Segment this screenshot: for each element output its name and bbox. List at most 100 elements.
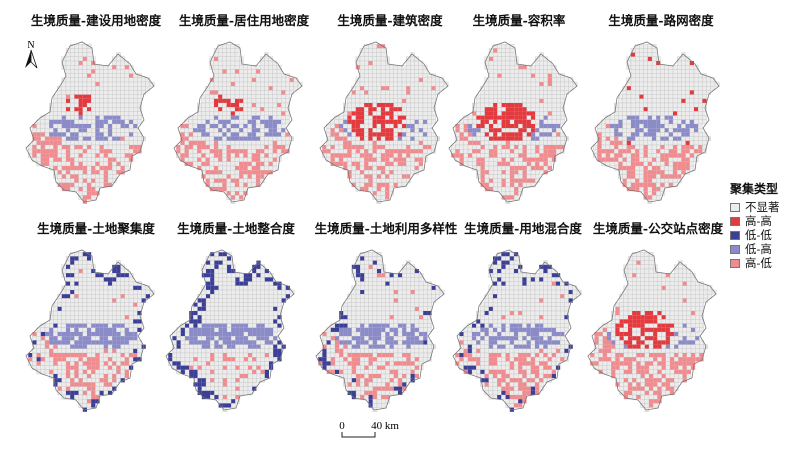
grid-cell xyxy=(706,81,711,87)
grid-cell xyxy=(230,48,236,53)
grid-cell xyxy=(45,340,50,345)
grid-cell xyxy=(70,52,75,57)
grid-cell xyxy=(176,149,181,154)
grid-cell xyxy=(239,90,244,95)
grid-cell xyxy=(235,166,240,171)
grid-cell xyxy=(614,128,619,133)
grid-cell xyxy=(82,357,88,362)
grid-cell xyxy=(493,165,498,171)
grid-cell xyxy=(137,289,142,295)
grid-cell xyxy=(368,128,373,133)
grid-cell xyxy=(235,382,240,387)
grid-cell xyxy=(622,153,627,158)
grid-cell xyxy=(133,94,138,99)
grid-cell xyxy=(70,357,75,362)
grid-cell xyxy=(91,319,96,324)
grid-cell xyxy=(685,157,690,162)
grid-cell xyxy=(260,98,265,104)
grid-cell xyxy=(522,94,527,99)
grid-cell xyxy=(260,132,265,137)
grid-cell xyxy=(347,107,352,112)
grid-cell xyxy=(133,298,138,303)
grid-cell xyxy=(78,98,83,103)
grid-cell xyxy=(78,153,83,158)
grid-cell xyxy=(231,269,236,274)
grid-cell xyxy=(74,178,79,183)
grid-cell xyxy=(124,294,130,299)
grid-cell xyxy=(61,178,67,183)
grid-cell xyxy=(82,256,88,261)
grid-cell xyxy=(91,395,96,400)
grid-cell xyxy=(656,153,661,158)
grid-cell xyxy=(239,94,244,99)
grid-cell xyxy=(82,403,88,408)
grid-cell xyxy=(389,132,394,137)
grid-cell xyxy=(493,48,498,53)
grid-cell xyxy=(91,119,96,125)
grid-cell xyxy=(252,327,257,332)
grid-cell xyxy=(264,136,269,141)
grid-cell xyxy=(57,302,62,307)
grid-cell xyxy=(210,256,215,261)
grid-cell xyxy=(488,102,494,108)
grid-cell xyxy=(231,285,236,291)
grid-cell xyxy=(660,73,665,78)
grid-cell xyxy=(205,264,211,270)
grid-cell xyxy=(630,102,636,108)
grid-cell xyxy=(431,285,436,290)
grid-cell xyxy=(124,144,130,150)
grid-cell xyxy=(201,395,206,400)
grid-cell xyxy=(518,123,523,129)
grid-cell xyxy=(252,269,257,274)
grid-cell xyxy=(226,69,231,74)
grid-cell xyxy=(647,94,653,99)
grid-cell xyxy=(86,369,92,375)
grid-cell xyxy=(368,285,373,291)
grid-cell xyxy=(66,386,71,391)
grid-cell xyxy=(372,294,378,299)
grid-cell xyxy=(209,153,215,158)
grid-cell xyxy=(422,115,428,120)
grid-cell xyxy=(112,144,117,150)
grid-cell xyxy=(514,103,519,108)
grid-cell xyxy=(368,289,373,295)
grid-cell xyxy=(410,56,415,62)
grid-cell xyxy=(664,115,669,120)
grid-cell xyxy=(141,81,146,87)
grid-cell xyxy=(185,365,190,370)
grid-cell xyxy=(376,103,381,108)
grid-cell xyxy=(668,94,674,99)
grid-cell xyxy=(510,166,515,171)
grid-cell xyxy=(209,124,214,129)
grid-cell xyxy=(107,323,113,328)
grid-cell xyxy=(702,90,707,95)
grid-cell xyxy=(91,123,96,129)
grid-cell xyxy=(410,140,415,146)
grid-cell xyxy=(360,145,365,150)
grid-cell xyxy=(689,161,695,167)
grid-cell xyxy=(556,132,561,137)
grid-cell xyxy=(380,56,386,62)
grid-cell xyxy=(128,98,134,104)
grid-cell xyxy=(414,102,419,108)
grid-cell xyxy=(497,165,502,171)
grid-cell xyxy=(351,98,356,104)
grid-cell xyxy=(681,140,686,146)
grid-cell xyxy=(635,161,640,166)
grid-cell xyxy=(226,119,231,124)
grid-cell xyxy=(547,73,552,78)
grid-cell xyxy=(505,153,511,158)
grid-cell xyxy=(393,144,398,150)
grid-cell xyxy=(176,145,181,150)
grid-cell xyxy=(99,348,104,354)
grid-cell xyxy=(689,94,695,99)
grid-cell xyxy=(664,140,669,146)
grid-cell xyxy=(107,170,113,175)
grid-cell xyxy=(547,128,553,133)
grid-cell xyxy=(281,111,286,116)
grid-cell xyxy=(189,332,194,337)
grid-cell xyxy=(552,124,557,129)
grid-cell xyxy=(355,157,361,162)
grid-cell xyxy=(103,378,108,383)
grid-cell xyxy=(493,186,498,192)
